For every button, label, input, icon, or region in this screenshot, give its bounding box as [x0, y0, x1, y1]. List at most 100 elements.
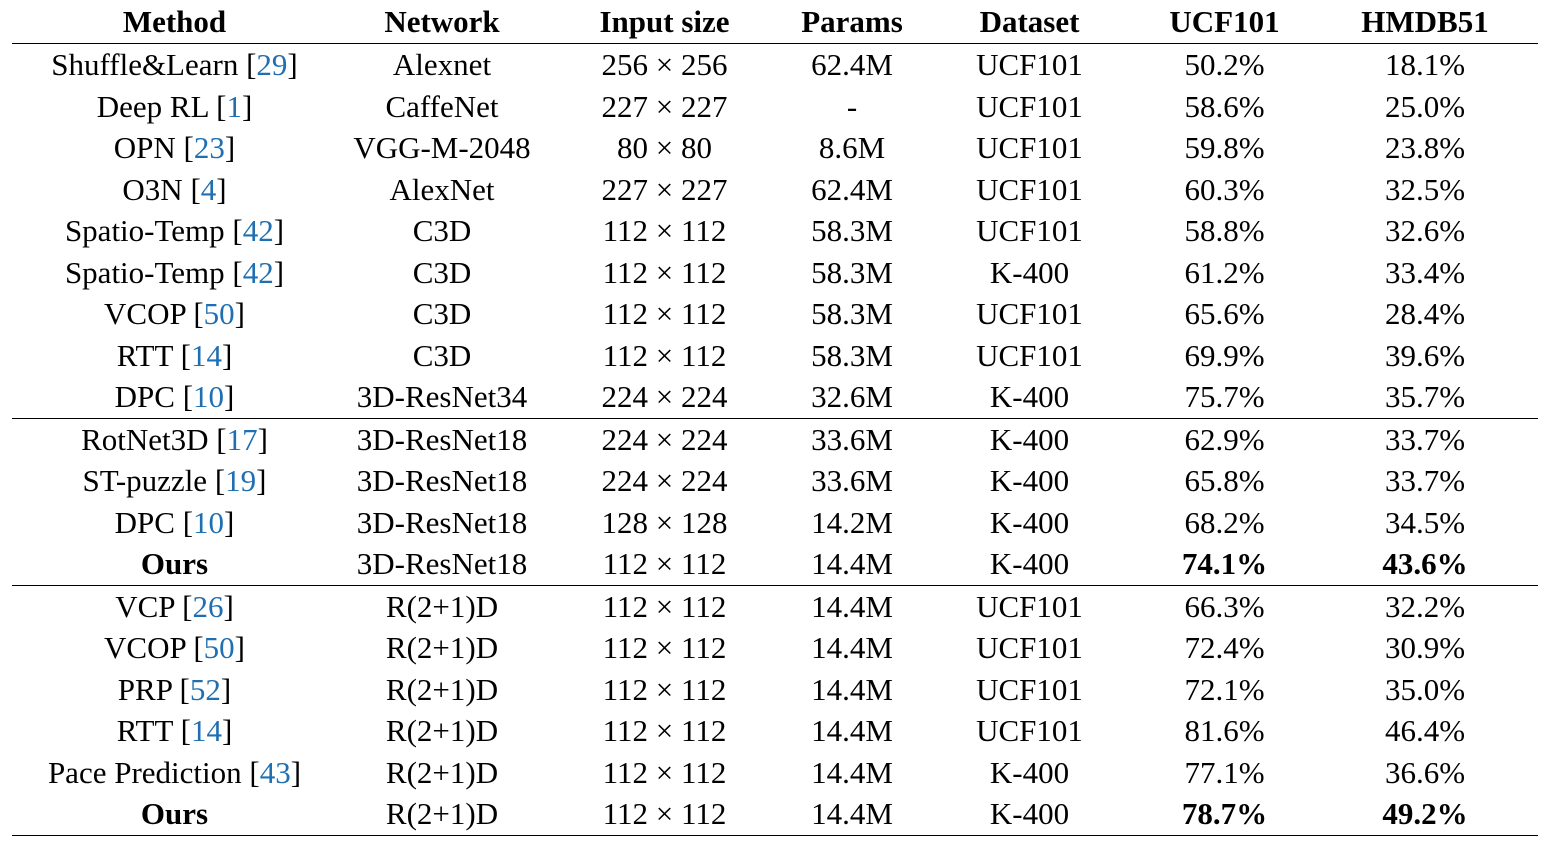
header-dataset: Dataset — [979, 4, 1080, 39]
cell-dataset: UCF101 — [976, 296, 1083, 331]
cell-ucf101: 58.8% — [1184, 213, 1265, 248]
citation-link[interactable]: 14 — [190, 713, 222, 748]
cell-dataset: UCF101 — [976, 213, 1083, 248]
citation-link[interactable]: 10 — [193, 504, 225, 540]
method-name: Spatio-Temp — [64, 213, 225, 248]
method-name: Pace Prediction — [47, 754, 242, 790]
header-params: Params — [801, 4, 903, 39]
cell-hmdb51: 32.5% — [1384, 171, 1466, 207]
citation-link[interactable]: 43 — [259, 754, 291, 790]
table-row: ST-puzzle [19] 3D-ResNet18 224 × 224 33.6M K… — [12, 460, 1538, 502]
citation-link[interactable]: 42 — [242, 213, 274, 248]
cell-params: 14.2M — [811, 504, 893, 540]
citation-link[interactable]: 52 — [189, 671, 221, 707]
cell-hmdb51: 43.6% — [1382, 546, 1468, 581]
method-name: DPC — [114, 379, 175, 414]
cell-network: R(2+1)D — [385, 588, 499, 624]
citation-link[interactable]: 23 — [193, 130, 225, 165]
cell-params: - — [846, 88, 858, 124]
method-name: RTT — [116, 713, 173, 748]
cell-network: 3D-ResNet18 — [356, 421, 528, 457]
cell-hmdb51: 33.7% — [1384, 463, 1466, 498]
table-row: PRP [52] R(2+1)D 112 × 112 14.4M UCF101 72.1%… — [12, 669, 1538, 711]
cell-method: DPC [10] — [114, 504, 235, 540]
method-name: O3N — [122, 171, 183, 207]
cell-ucf101: 81.6% — [1184, 713, 1265, 748]
cell-params: 62.4M — [811, 171, 893, 207]
citation-link[interactable]: 50 — [203, 296, 235, 331]
citation-link[interactable]: 14 — [190, 337, 222, 373]
cell-method: RTT [14] — [116, 713, 233, 748]
cell-params: 8.6M — [818, 130, 886, 165]
citation-link[interactable]: 19 — [225, 463, 257, 498]
cell-ucf101: 58.6% — [1184, 88, 1265, 124]
cell-params: 58.3M — [811, 296, 893, 331]
cell-input-size: 224 × 224 — [601, 463, 728, 498]
cell-dataset: K-400 — [989, 463, 1070, 498]
cell-ucf101: 60.3% — [1184, 171, 1265, 207]
citation-link[interactable]: 1 — [226, 88, 242, 124]
citation-link[interactable]: 10 — [193, 379, 225, 414]
citation-link[interactable]: 42 — [242, 254, 274, 290]
method-name: RTT — [116, 337, 173, 373]
cell-input-size: 256 × 256 — [601, 47, 728, 82]
cell-hmdb51: 46.4% — [1384, 713, 1466, 748]
cell-input-size: 227 × 227 — [601, 88, 728, 124]
cell-network: 3D-ResNet34 — [356, 379, 528, 414]
cell-ucf101: 78.7% — [1181, 796, 1268, 831]
cell-hmdb51: 32.2% — [1384, 588, 1466, 624]
cell-params: 58.3M — [811, 213, 893, 248]
cell-dataset: UCF101 — [976, 130, 1083, 165]
method-name: Ours — [140, 796, 209, 831]
cell-hmdb51: 32.6% — [1384, 213, 1466, 248]
cell-network: C3D — [412, 296, 472, 331]
cell-method: VCP [26] — [115, 588, 234, 624]
cell-params: 32.6M — [811, 379, 893, 414]
table-row: Shuffle&Learn [29] Alexnet 256 × 256 62.4M U… — [12, 44, 1538, 86]
cell-network: R(2+1)D — [385, 796, 499, 831]
table-row: Deep RL [1] CaffeNet 227 × 227 - UCF101 58.6%… — [12, 86, 1538, 128]
citation-link[interactable]: 29 — [256, 47, 288, 82]
cell-method: RTT [14] — [116, 337, 233, 373]
cell-ucf101: 50.2% — [1184, 47, 1265, 82]
method-name: OPN — [113, 130, 176, 165]
citation-link[interactable]: 4 — [200, 171, 217, 207]
citation-link[interactable]: 26 — [192, 588, 224, 624]
cell-method: VCOP [50] — [104, 296, 245, 331]
cell-network: VGG-M-2048 — [353, 130, 531, 165]
cell-hmdb51: 35.0% — [1384, 671, 1466, 707]
method-name: Deep RL — [96, 88, 209, 124]
table-row: Spatio-Temp [42] C3D 112 × 112 58.3M K-400 61… — [12, 252, 1538, 294]
cell-hmdb51: 39.6% — [1384, 337, 1466, 373]
cell-method: OPN [23] — [113, 130, 236, 165]
cell-dataset: K-400 — [989, 421, 1070, 457]
cell-dataset: UCF101 — [976, 630, 1083, 665]
method-name: VCOP — [104, 630, 186, 665]
cell-input-size: 128 × 128 — [601, 504, 728, 540]
table-row: DPC [10] 3D-ResNet18 128 × 128 14.2M K-400 68… — [12, 502, 1538, 544]
cell-hmdb51: 30.9% — [1384, 630, 1466, 665]
table-row: VCOP [50] R(2+1)D 112 × 112 14.4M UCF101 72.4… — [12, 627, 1538, 669]
table-row: VCP [26] R(2+1)D 112 × 112 14.4M UCF101 66.3%… — [12, 585, 1538, 627]
cell-method: ST-puzzle [19] — [82, 463, 267, 498]
cell-dataset: K-400 — [989, 379, 1070, 414]
citation-link[interactable]: 50 — [203, 630, 235, 665]
cell-input-size: 112 × 112 — [602, 754, 727, 790]
cell-dataset: UCF101 — [976, 713, 1083, 748]
method-name: DPC — [114, 504, 175, 540]
method-name: Shuffle&Learn — [51, 47, 239, 82]
cell-method: DPC [10] — [114, 379, 235, 414]
cell-method: VCOP [50] — [104, 630, 245, 665]
cell-network: R(2+1)D — [385, 671, 499, 707]
cell-dataset: K-400 — [989, 504, 1070, 540]
cell-network: CaffeNet — [385, 88, 499, 124]
cell-params: 33.6M — [811, 463, 893, 498]
table-row: RotNet3D [17] 3D-ResNet18 224 × 224 33.6M K-… — [12, 418, 1538, 460]
method-name: VCP — [115, 588, 175, 624]
cell-hmdb51: 35.7% — [1384, 379, 1466, 414]
cell-method: RotNet3D [17] — [81, 421, 268, 457]
results-table: Method Network Input size Params Dataset… — [12, 0, 1538, 836]
cell-params: 14.4M — [811, 713, 893, 748]
cell-input-size: 112 × 112 — [602, 337, 727, 373]
citation-link[interactable]: 17 — [226, 421, 258, 457]
